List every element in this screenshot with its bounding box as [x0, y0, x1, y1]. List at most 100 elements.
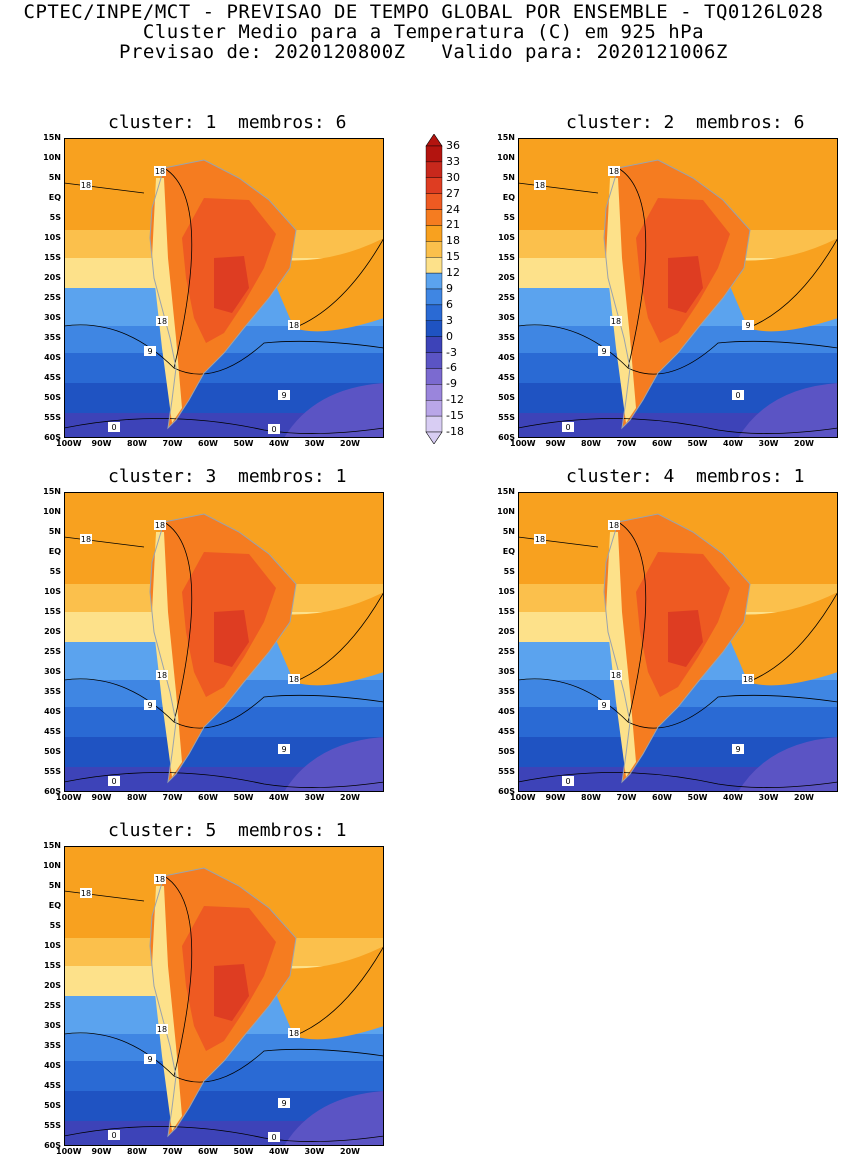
contour-label: 18 — [742, 674, 754, 684]
contour-line-18 — [517, 167, 839, 369]
header-line-3: Previsao de: 2020120800Z Valido para: 20… — [119, 41, 728, 63]
lat-tick-label: 20S — [44, 273, 61, 282]
contour-label: 9 — [598, 700, 610, 710]
svg-text:18: 18 — [611, 317, 621, 326]
svg-text:18: 18 — [743, 675, 753, 684]
temperature-band — [64, 1061, 384, 1091]
ocean-warm-plume — [264, 592, 384, 686]
contour-label: 9 — [144, 1054, 156, 1064]
panel-title-4: cluster: 4 membros: 1 — [566, 466, 805, 487]
lon-tick-label: 80W — [581, 793, 601, 802]
contour-line-18 — [63, 167, 385, 369]
lon-tick-label: 80W — [127, 439, 147, 448]
lat-tick-label: 5N — [48, 173, 61, 182]
lat-tick-label: 15N — [497, 133, 515, 142]
lat-tick-label: 50S — [44, 393, 61, 402]
contour-label: 18 — [156, 1024, 168, 1034]
contour-line-9 — [63, 1032, 385, 1083]
lon-tick-label: 100W — [510, 793, 536, 802]
svg-text:18: 18 — [609, 167, 619, 176]
lat-tick-label: 10S — [44, 941, 61, 950]
contour-label: 9 — [144, 700, 156, 710]
lon-tick-label: 70W — [616, 793, 637, 802]
svg-text:0: 0 — [565, 777, 570, 786]
contour-label: 18 — [534, 180, 546, 190]
lat-tick-label: 5N — [502, 173, 515, 182]
lat-tick-label: 55S — [44, 413, 61, 422]
lat-tick-label: 5S — [503, 567, 515, 576]
lon-tick-label: 50W — [687, 439, 708, 448]
colorbar-label: 18 — [446, 234, 460, 248]
colorbar-label: -6 — [446, 361, 457, 375]
map-panel-3: 18 18 18 18 9 9 0 15N 10N 5N EQ 5S 10S 15S 20S 25S 30S 35… — [43, 487, 385, 802]
svg-text:18: 18 — [611, 671, 621, 680]
colorbar-swatch — [425, 384, 443, 401]
temperature-band — [64, 353, 384, 383]
colorbar-label: -15 — [446, 409, 464, 423]
colorbar-swatch — [425, 320, 443, 337]
lon-tick-label: 100W — [56, 793, 82, 802]
lat-tick-label: 20S — [498, 273, 515, 282]
lat-tick-label: EQ — [48, 901, 61, 910]
lat-tick-label: 40S — [498, 353, 515, 362]
lon-tick-label: 20W — [340, 1147, 360, 1156]
colorbar-label: -12 — [446, 393, 464, 407]
lon-tick-label: 30W — [758, 793, 779, 802]
colorbar-label: 36 — [446, 139, 460, 152]
lat-tick-label: 30S — [44, 313, 61, 322]
contour-line-9 — [63, 678, 385, 729]
lat-tick-label: 15S — [498, 253, 515, 262]
lat-tick-label: 25S — [498, 293, 515, 302]
lat-tick-label: 55S — [498, 413, 515, 422]
lat-tick-label: 60S — [44, 1141, 61, 1150]
contour-label: 0 — [732, 390, 744, 400]
lat-tick-label: 5S — [49, 567, 61, 576]
lat-tick-label: 60S — [44, 787, 61, 796]
map-frame — [64, 492, 384, 792]
contour-line-0 — [63, 772, 385, 788]
lon-tick-label: 70W — [162, 439, 183, 448]
lat-tick-label: 15N — [43, 487, 61, 496]
colorbar-label: 15 — [446, 250, 460, 264]
deep-cold-region — [284, 383, 384, 438]
lon-tick-label: 20W — [340, 439, 360, 448]
lat-tick-label: 60S — [44, 433, 61, 442]
lon-tick-label: 50W — [233, 793, 254, 802]
land-temperature-region — [668, 256, 703, 313]
lat-tick-label: 30S — [44, 667, 61, 676]
contour-label: 9 — [598, 346, 610, 356]
coastline — [149, 159, 297, 430]
lat-tick-label: 10N — [497, 507, 515, 516]
svg-text:9: 9 — [147, 1055, 152, 1064]
lat-tick-label: 45S — [44, 373, 61, 382]
lat-tick-label: 55S — [44, 767, 61, 776]
map-panel-4: 18 18 18 18 9 9 0 15N 10N 5N EQ 5S 10S 15S 20S 25S 30S 35… — [497, 487, 839, 802]
header-line-1: CPTEC/INPE/MCT - PREVISAO DE TEMPO GLOBA… — [23, 1, 824, 23]
lat-tick-label: 15N — [43, 841, 61, 850]
svg-text:9: 9 — [147, 701, 152, 710]
lat-tick-label: 10N — [43, 153, 61, 162]
colorbar-swatch — [425, 336, 443, 353]
lon-tick-label: 70W — [616, 439, 637, 448]
lat-tick-label: 15S — [44, 253, 61, 262]
svg-text:18: 18 — [535, 181, 545, 190]
temperature-band — [518, 353, 838, 383]
contour-label: 18 — [288, 674, 300, 684]
lat-tick-label: 45S — [44, 727, 61, 736]
svg-text:18: 18 — [535, 535, 545, 544]
lat-tick-label: 40S — [44, 1061, 61, 1070]
contour-label: 18 — [80, 888, 92, 898]
svg-text:0: 0 — [735, 391, 740, 400]
lon-tick-label: 60W — [198, 793, 218, 802]
svg-text:9: 9 — [281, 391, 286, 400]
lon-tick-label: 30W — [304, 793, 325, 802]
colorbar-label: 30 — [446, 170, 460, 184]
lat-tick-label: 15S — [498, 607, 515, 616]
lat-tick-label: 15N — [43, 133, 61, 142]
colorbar-label: 9 — [446, 282, 453, 295]
colorbar-swatch — [425, 225, 443, 242]
map-frame — [64, 138, 384, 438]
contour-label: 0 — [108, 1130, 120, 1140]
ocean-warm-plume — [264, 946, 384, 1040]
svg-text:9: 9 — [281, 1099, 286, 1108]
